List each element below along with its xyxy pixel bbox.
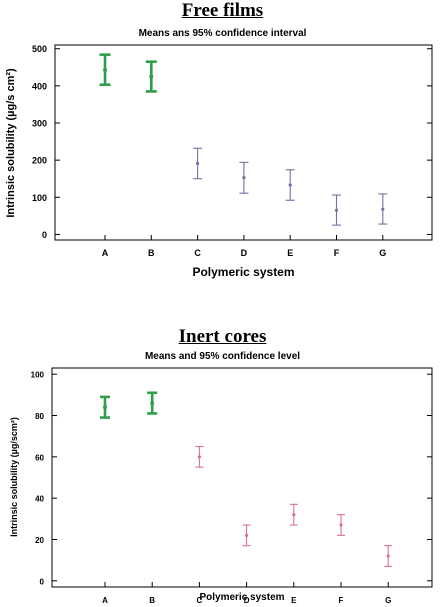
chart-2-mean-point-D: [245, 533, 249, 537]
chart-2-mean-point-B: [150, 401, 155, 406]
chart-1-x-tick-label: A: [102, 248, 109, 258]
chart-2-y-axis-label: Intrinsic solubility (µg/scm²): [9, 417, 19, 537]
chart-1-mean-point-B: [149, 74, 154, 79]
chart-2-mean-point-F: [339, 523, 343, 527]
chart-1-x-tick-label: C: [194, 248, 201, 258]
chart-2-x-axis-label: Polymeric system: [199, 592, 284, 603]
chart-1-mean-point-A: [103, 67, 107, 72]
chart-1-subtitle: Means ans 95% confidence interval: [138, 28, 307, 39]
chart-1-y-tick-label: 500: [32, 44, 47, 54]
chart-1-y-tick-label: 200: [32, 156, 47, 166]
chart-2-y-tick-label: 0: [40, 577, 45, 586]
chart-2-y-tick-label: 20: [35, 536, 44, 545]
chart-2-subtitle: Means and 95% confidence level: [144, 351, 301, 362]
chart-2-y-tick-label: 80: [35, 412, 44, 421]
chart-1-y-tick-label: 0: [42, 230, 47, 240]
chart-1-mean-point-C: [196, 161, 200, 166]
chart-2-x-tick-label: D: [244, 596, 250, 605]
chart-1-plot: 0 100 200 300 400 500 A B C D E F G Polymeric system I…: [5, 44, 433, 279]
chart-1-x-tick-label: B: [148, 248, 155, 258]
chart-1-y-axis-label: Intrinsic solubility (µg/s cm²): [5, 68, 17, 218]
chart-2-x-tick-label: E: [291, 596, 297, 605]
chart-1-mean-point-F: [334, 208, 339, 212]
chart-2-mean-point-G: [386, 554, 390, 558]
chart-2-mean-point-E: [292, 513, 296, 517]
chart-2-x-tick-label: G: [385, 596, 391, 605]
chart-1-title: Free films: [181, 0, 264, 21]
chart-2-mean-point-A: [103, 405, 107, 410]
chart-1-x-tick-label: F: [334, 248, 340, 258]
chart-1-mean-point-G: [381, 207, 385, 211]
chart-2-y-tick-label: 40: [35, 495, 44, 504]
chart-2-title: Inert cores: [178, 326, 267, 347]
chart-1-x-tick-label: D: [241, 248, 248, 258]
chart-1-x-axis-label: Polymeric system: [192, 265, 294, 279]
chart-1-y-tick-label: 100: [32, 193, 47, 203]
chart-1-x-tick-label: G: [379, 248, 386, 258]
chart-2-mean-point-C: [197, 455, 201, 459]
chart-1-mean-point-E: [288, 183, 292, 187]
chart-2-frame: [51, 367, 433, 588]
chart-2-y-tick-label: 100: [31, 371, 45, 380]
chart-1-mean-point-D: [242, 176, 246, 180]
chart-2-x-tick-label: F: [339, 596, 344, 605]
chart-2-x-tick-label: A: [102, 596, 108, 605]
chart-1-y-tick-label: 400: [32, 81, 47, 91]
chart-2-x-tick-label: B: [149, 596, 155, 605]
chart-2-x-tick-label: C: [197, 596, 203, 605]
chart-2-y-tick-label: 60: [35, 453, 44, 462]
chart-1-x-tick-label: E: [287, 248, 293, 258]
chart-1-y-tick-label: 300: [32, 119, 47, 129]
